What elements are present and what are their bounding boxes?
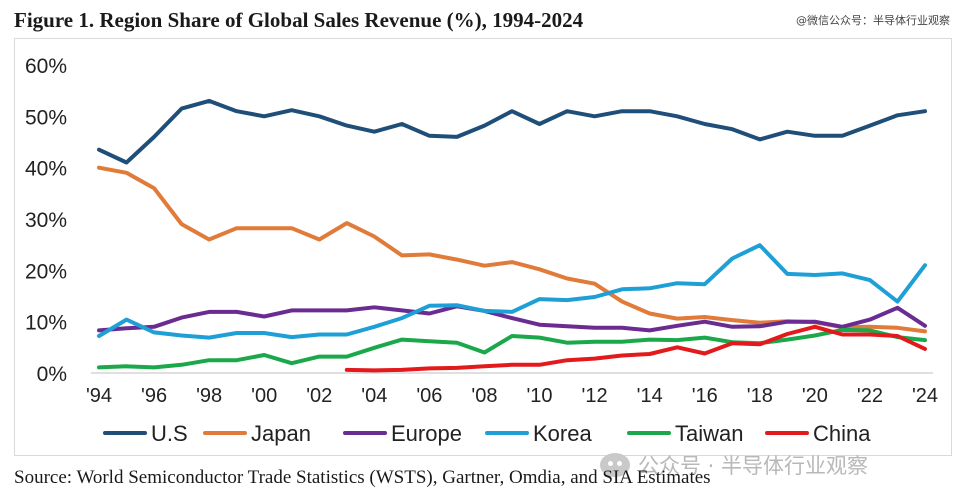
x-tick-label: '06 xyxy=(416,385,442,407)
legend-label: Europe xyxy=(391,421,462,446)
x-tick-label: '94 xyxy=(86,385,112,407)
series-line-europe xyxy=(97,304,927,333)
line-chart: 0% 10% 20% 30% 40% 50% 60% '94 '96 '98 '00 '02 '04 '0… xyxy=(25,55,938,446)
chart-frame: 0% 10% 20% 30% 40% 50% 60% '94 '96 '98 '00 '02 '04 '0… xyxy=(14,38,952,456)
y-tick-label: 40% xyxy=(25,158,67,181)
x-tick-label: '24 xyxy=(912,385,938,407)
legend-label: Taiwan xyxy=(675,421,743,446)
legend-label: Korea xyxy=(533,421,592,446)
x-tick-label: '02 xyxy=(306,385,332,407)
x-tick-label: '04 xyxy=(361,385,387,407)
x-tick-label: '96 xyxy=(141,385,167,407)
y-tick-label: 10% xyxy=(25,312,67,335)
y-tick-label: 30% xyxy=(25,209,67,232)
x-tick-label: '18 xyxy=(747,385,773,407)
x-tick-label: '10 xyxy=(526,385,552,407)
y-tick-label: 50% xyxy=(25,106,67,129)
watermark-bottom: 公众号 · 半导体行业观察 xyxy=(600,450,868,480)
watermark-bottom-text: 公众号 · 半导体行业观察 xyxy=(638,454,869,478)
x-tick-label: '20 xyxy=(802,385,828,407)
x-tick-label: '08 xyxy=(471,385,497,407)
y-tick-label: 60% xyxy=(25,55,67,78)
series-line-taiwan xyxy=(97,327,927,370)
x-tick-label: '14 xyxy=(637,385,663,407)
x-tick-label: '12 xyxy=(582,385,608,407)
series-line-u-s xyxy=(97,98,927,165)
chart-title: Figure 1. Region Share of Global Sales R… xyxy=(14,8,584,32)
x-tick-label: '22 xyxy=(857,385,883,407)
y-tick-label: 0% xyxy=(37,363,67,386)
x-tick-label: '98 xyxy=(196,385,222,407)
series-line-china xyxy=(344,324,927,373)
x-tick-label: '00 xyxy=(251,385,277,407)
series-line-japan xyxy=(97,165,927,334)
series-line-korea xyxy=(97,243,927,340)
watermark-top: @微信公众号：半导体行业观察 xyxy=(796,14,950,27)
x-tick-label: '16 xyxy=(692,385,718,407)
y-tick-label: 20% xyxy=(25,260,67,283)
wechat-icon xyxy=(600,453,630,477)
source-note: Source: World Semiconductor Trade Statis… xyxy=(14,467,711,488)
legend-label: U.S xyxy=(151,421,188,446)
legend-label: Japan xyxy=(251,421,311,446)
legend-label: China xyxy=(813,421,871,446)
